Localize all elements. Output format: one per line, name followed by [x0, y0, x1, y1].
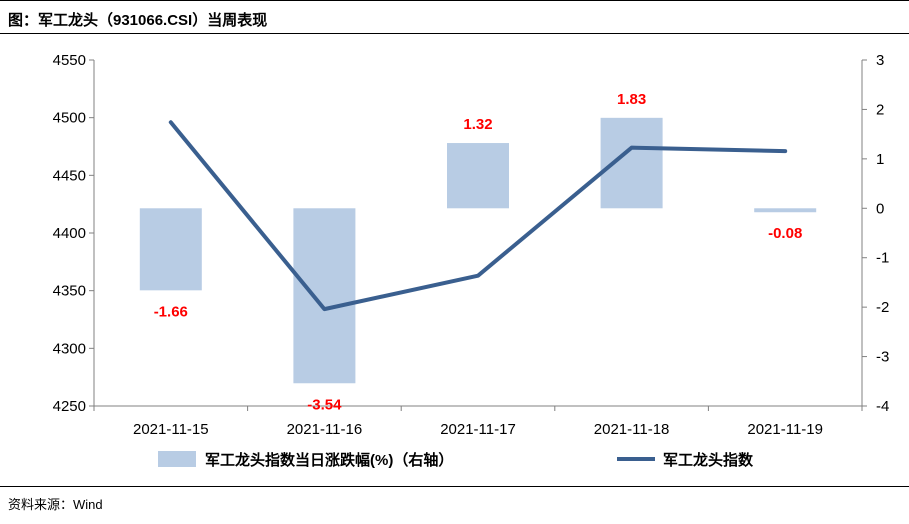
bar-data-label: -3.54: [307, 396, 342, 413]
right-tick-label: 3: [876, 52, 884, 69]
index-line: [168, 120, 788, 312]
legend-label-line: 军工龙头指数: [663, 451, 754, 469]
chart-canvas: 4250 4300 4350 4400 4450 4500 4550 -4 -3 -2 -1 0 1 2 3…: [53, 52, 890, 469]
x-tick-label: 2021-11-15: [133, 421, 209, 438]
legend-label-bar: 军工龙头指数当日涨跌幅(%)（右轴）: [205, 451, 453, 469]
right-tick-label: -4: [876, 398, 889, 415]
data-labels: -1.66 -3.54 1.32 1.83 -0.08: [154, 91, 803, 413]
top-rule: [0, 0, 909, 1]
bar: [139, 208, 202, 291]
bar-data-label: -0.08: [768, 225, 802, 242]
bar-data-label: 1.83: [617, 91, 646, 108]
bar-data-label: 1.32: [463, 116, 492, 133]
axes: 4250 4300 4350 4400 4450 4500 4550 -4 -3 -2 -1 0 1 2 3…: [53, 52, 890, 438]
left-tick-label: 4250: [53, 398, 86, 415]
right-tick-label: 0: [876, 200, 884, 217]
right-tick-label: -1: [876, 250, 889, 267]
left-tick-label: 4350: [53, 283, 86, 300]
chart-title: 图：军工龙头（931066.CSI）当周表现: [8, 12, 268, 29]
x-tick-label: 2021-11-19: [747, 421, 823, 438]
left-tick-label: 4450: [53, 167, 86, 184]
left-tick-label: 4550: [53, 52, 86, 69]
bar: [293, 208, 356, 384]
source-note: 资料来源：Wind: [8, 497, 103, 512]
x-tick-label: 2021-11-17: [440, 421, 516, 438]
x-tick-label: 2021-11-16: [287, 421, 363, 438]
left-tick-label: 4400: [53, 225, 86, 242]
right-tick-label: -2: [876, 299, 889, 316]
left-tick-label: 4300: [53, 340, 86, 357]
title-underline: [0, 33, 909, 34]
right-tick-label: 1: [876, 151, 884, 168]
left-tick-label: 4500: [53, 110, 86, 127]
right-tick-label: 2: [876, 101, 884, 118]
bar-series: [139, 117, 817, 384]
legend-swatch-bar: [158, 451, 196, 467]
bar: [600, 117, 663, 209]
x-tick-label: 2021-11-18: [594, 421, 670, 438]
right-tick-label: -3: [876, 349, 889, 366]
bar: [447, 143, 509, 209]
bar-data-label: -1.66: [154, 303, 188, 320]
bar: [754, 208, 817, 213]
line-series: [168, 120, 788, 312]
legend: 军工龙头指数当日涨跌幅(%)（右轴） 军工龙头指数: [158, 451, 754, 469]
source-rule: [0, 486, 909, 487]
